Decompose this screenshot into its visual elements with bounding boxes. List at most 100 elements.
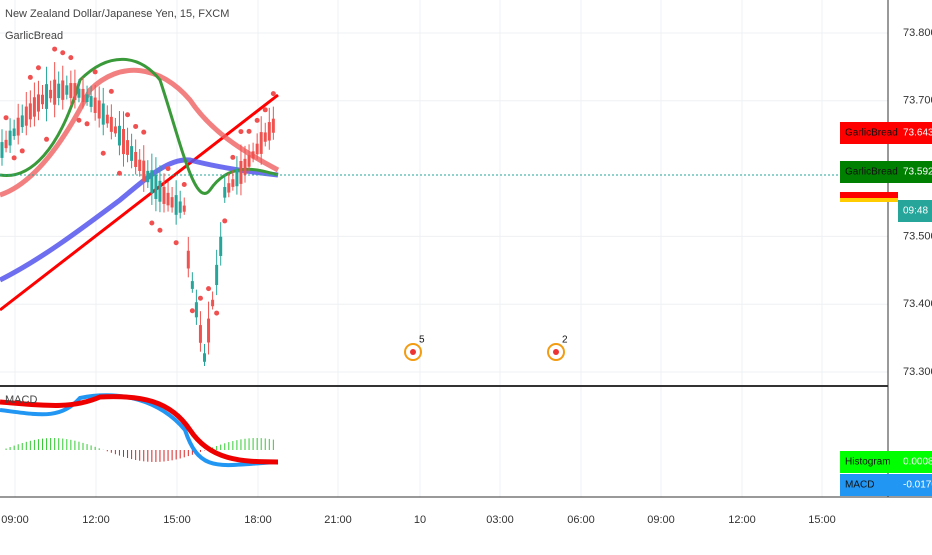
sar-dot	[270, 91, 276, 97]
badge-strip	[840, 198, 898, 202]
candle-body	[117, 125, 121, 146]
badge-value-bg	[898, 161, 932, 183]
candle-body	[146, 170, 150, 183]
candle-body	[105, 114, 109, 124]
badge-value: 0.0008	[903, 457, 932, 468]
candle-body	[126, 140, 130, 155]
event-dot	[553, 349, 559, 355]
badge-name: Histogram	[845, 457, 891, 468]
candle-body	[150, 170, 154, 194]
badge-name: GarlicBread:Plot	[845, 167, 918, 178]
candle-body	[8, 130, 12, 146]
badge-value-bg	[898, 200, 932, 222]
sar-dot	[246, 128, 252, 134]
candle-body	[190, 281, 194, 289]
sar-dot	[60, 50, 66, 56]
sar-dot	[133, 123, 139, 129]
badge-strip	[840, 192, 898, 198]
sar-dot	[181, 182, 187, 188]
candle-body	[24, 106, 28, 126]
price-tick-label: 73.400	[903, 298, 932, 310]
time-tick-label: 03:00	[486, 514, 514, 526]
badge-value-bg	[898, 122, 932, 144]
candle-body	[45, 84, 49, 109]
overlay: 5 2GarlicBread:Plot73.643GarlicBread:Plot…	[404, 122, 932, 496]
badge	[840, 474, 898, 496]
sar-dot	[173, 240, 179, 246]
sar-dot	[92, 69, 98, 75]
time-tick-label: 06:00	[567, 514, 595, 526]
badge-value-bg	[898, 474, 932, 496]
candle-body	[61, 80, 65, 100]
candle-body	[178, 201, 182, 213]
candle-body	[134, 151, 138, 167]
badge-name: MACD	[845, 480, 874, 491]
candle-body	[194, 302, 198, 318]
price-tick-label: 73.500	[903, 230, 932, 242]
badge-value: 73.592	[903, 167, 932, 178]
macd-title: MACD	[5, 394, 37, 406]
time-tick-label: 15:00	[163, 514, 191, 526]
time-tick-label: 09:00	[647, 514, 675, 526]
candle-body	[65, 85, 69, 95]
candle-body	[174, 195, 178, 215]
candle-body	[122, 128, 125, 155]
candle-body	[81, 88, 85, 102]
sar-dot	[214, 310, 220, 316]
price-tick-label: 73.700	[903, 95, 932, 107]
candle-body	[267, 122, 271, 141]
sar-dot	[19, 148, 25, 154]
candle-body	[20, 115, 24, 128]
badge-name: GarlicBread:Plot	[845, 128, 918, 139]
event-label: 5	[419, 335, 425, 346]
sar-dot	[108, 88, 114, 94]
candle-body	[0, 142, 4, 158]
candle-body	[97, 100, 101, 119]
ema-line	[0, 67, 280, 198]
candle-body	[138, 159, 142, 171]
event-dot	[410, 349, 416, 355]
candle-body	[219, 236, 223, 256]
candle-body	[243, 158, 247, 175]
badge	[840, 451, 898, 473]
candle-body	[142, 160, 146, 182]
time-tick-label: 09:00	[1, 514, 29, 526]
candle-body	[77, 88, 81, 98]
indicator-name: GarlicBread	[5, 30, 63, 42]
candle-body	[271, 118, 275, 133]
candle-body	[162, 186, 166, 204]
candle-body	[85, 94, 89, 103]
sar-dot	[100, 150, 106, 156]
candle-body	[158, 180, 162, 202]
sar-dot	[238, 129, 244, 135]
sar-dot	[141, 129, 147, 135]
candle-body	[166, 192, 170, 206]
candle-body	[113, 126, 117, 134]
candle-body	[16, 117, 20, 136]
sar-dot	[68, 55, 74, 61]
sar-dot	[116, 170, 122, 176]
candle-body	[130, 146, 134, 161]
sar-dot	[157, 227, 163, 233]
sar-dot	[84, 121, 90, 127]
signal-line	[0, 394, 279, 465]
candle-body	[41, 94, 44, 105]
badge	[840, 161, 898, 183]
event-marker	[547, 343, 565, 361]
grid	[0, 0, 888, 497]
time-tick-label: 15:00	[808, 514, 836, 526]
sar-dot	[52, 46, 58, 52]
badge-value-bg	[898, 451, 932, 473]
candle-body	[170, 197, 174, 208]
candle-body	[182, 205, 186, 212]
time-tick-label: 12:00	[82, 514, 110, 526]
candle-body	[4, 139, 8, 149]
fast-line	[0, 57, 279, 195]
time-tick-label: 21:00	[324, 514, 352, 526]
sar-dot	[206, 286, 212, 292]
sar-dot	[165, 166, 171, 172]
candle-body	[207, 318, 211, 343]
candle-body	[227, 183, 231, 193]
